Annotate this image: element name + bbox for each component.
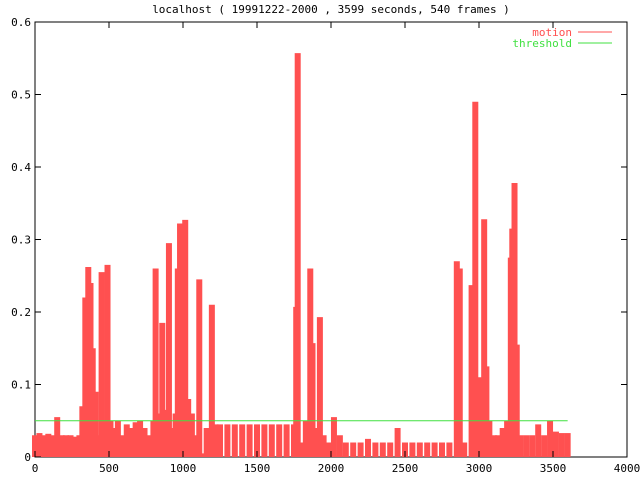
y-tick-label: 0.4 <box>11 161 31 174</box>
chart-title: localhost ( 19991222-2000 , 3599 seconds… <box>152 3 510 16</box>
x-tick-label: 3500 <box>540 462 567 475</box>
y-tick-label: 0.5 <box>11 89 31 102</box>
y-tick-label: 0.2 <box>11 306 31 319</box>
y-tick-label: 0.6 <box>11 16 31 29</box>
x-tick-label: 0 <box>32 462 39 475</box>
x-tick-label: 2000 <box>318 462 345 475</box>
legend-label: motion <box>532 26 572 39</box>
x-tick-label: 2500 <box>392 462 419 475</box>
x-tick-label: 4000 <box>614 462 640 475</box>
y-tick-label: 0 <box>24 451 31 464</box>
y-tick-label: 0.1 <box>11 379 31 392</box>
y-tick-label: 0.3 <box>11 234 31 247</box>
x-tick-label: 500 <box>99 462 119 475</box>
x-tick-label: 1000 <box>170 462 197 475</box>
legend-label: threshold <box>512 37 572 50</box>
x-tick-label: 3000 <box>466 462 493 475</box>
x-tick-label: 1500 <box>244 462 271 475</box>
plot-frame <box>34 21 628 458</box>
